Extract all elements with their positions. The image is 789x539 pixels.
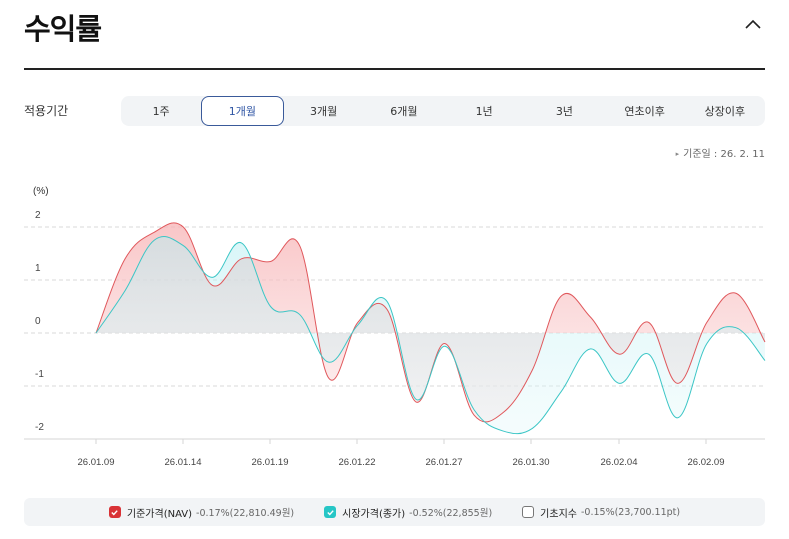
period-label: 적용기간 (24, 104, 69, 118)
tab-3-years[interactable]: 3년 (555, 105, 573, 118)
tab-1-month[interactable]: 1개월 (201, 96, 284, 126)
svg-text:26.01.14: 26.01.14 (165, 457, 202, 468)
svg-text:26.02.09: 26.02.09 (688, 457, 725, 468)
tab-1-year[interactable]: 1년 (475, 105, 493, 118)
tab-ytd[interactable]: 연초이후 (624, 105, 665, 118)
base-date: ▸ 기준일 : 26. 2. 11 (676, 145, 765, 160)
tab-1-week[interactable]: 1주 (152, 105, 170, 118)
chart-canvas: (%) 210-1-2 26.01.09 26.01.14 26.01.19 26.0… (24, 186, 766, 468)
svg-text:-2: -2 (35, 422, 44, 433)
svg-text:26.01.22: 26.01.22 (339, 457, 376, 468)
svg-text:26.02.04: 26.02.04 (601, 457, 638, 468)
section-header: 수익률 (24, 0, 765, 70)
checkbox-checked-icon[interactable] (324, 506, 337, 518)
bullet-icon: ▸ (675, 150, 680, 158)
section-title: 수익률 (24, 12, 102, 46)
checkbox-checked-icon[interactable] (108, 506, 121, 518)
legend-name: 시장가격(종가) (342, 508, 406, 520)
legend-value: -0.17%(22,810.49원) (196, 508, 295, 519)
svg-text:26.01.30: 26.01.30 (513, 457, 550, 468)
svg-text:0: 0 (35, 316, 41, 327)
return-chart[interactable]: (%) 2 1 0 -1 -2 26.01.09 26.01.14 26.01.19 26.0… (0, 170, 789, 480)
tab-6-months[interactable]: 6개월 (390, 105, 418, 118)
chart-areas (96, 222, 765, 434)
checkbox-unchecked-icon[interactable] (522, 506, 535, 518)
svg-text:1: 1 (35, 263, 41, 274)
svg-text:26.01.27: 26.01.27 (426, 457, 463, 468)
svg-text:-1: -1 (35, 369, 44, 380)
legend-name: 기준가격(NAV) (126, 508, 193, 520)
legend-value: -0.15%(23,700.11pt) (580, 506, 681, 518)
y-axis-unit: (%) (33, 186, 49, 197)
legend-name: 기초지수 (540, 508, 577, 520)
period-tabs: 1주 1개월 3개월 6개월 1년 3년 연초이후 상장이후 (121, 96, 765, 126)
svg-text:2: 2 (35, 210, 41, 221)
legend-value: -0.52%(22,855원) (409, 508, 493, 519)
tab-3-months[interactable]: 3개월 (310, 105, 338, 118)
x-axis: 26.01.09 26.01.14 26.01.19 26.01.22 26.01.27… (24, 438, 765, 468)
legend-item-market[interactable]: 시장가격(종가) -0.52%(22,855원) (324, 505, 492, 520)
legend-item-index[interactable]: 기초지수 -0.15%(23,700.11pt) (522, 505, 680, 520)
legend-item-nav[interactable]: 기준가격(NAV) -0.17%(22,810.49원) (108, 505, 295, 520)
svg-text:26.01.19: 26.01.19 (252, 457, 289, 468)
chart-lines (95, 222, 766, 435)
tab-since-listing[interactable]: 상장이후 (704, 105, 746, 118)
base-date-text: 기준일 : 26. 2. 11 (683, 149, 765, 160)
chart-legend: 기준가격(NAV) -0.17%(22,810.49원) 시장가격(종가) -0… (24, 498, 765, 526)
header-divider (24, 68, 765, 70)
collapse-button[interactable] (741, 12, 765, 36)
chevron-up-icon (745, 19, 761, 29)
svg-text:26.01.09: 26.01.09 (78, 457, 115, 468)
